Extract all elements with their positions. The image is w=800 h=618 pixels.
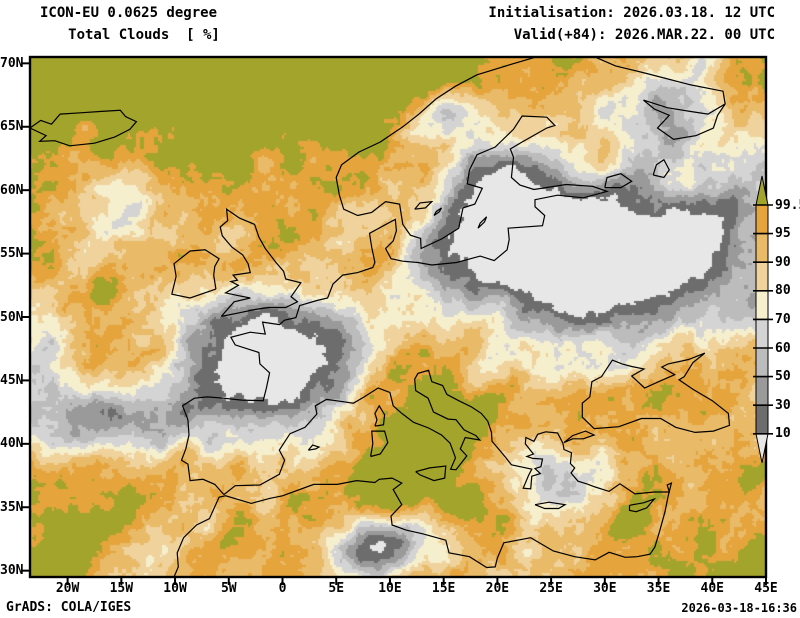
coastlines [30,57,731,577]
colorbar-tick-label: 30 [775,397,791,413]
coastline-path [628,497,657,513]
coastline-path [433,207,443,216]
colorbar-tick-label: 99.5 [775,197,800,213]
lon-tick-label: 5W [220,581,237,596]
coastline-path [171,249,220,299]
colorbar-segment [755,233,769,263]
valid-title: Valid(+84): 2026.MAR.22. 00 UTC [513,27,775,43]
lat-tick-label: 40N [0,436,24,452]
coastline-path [477,216,488,229]
colorbar [753,175,773,463]
colorbar-tick-label: 10 [775,426,791,442]
lat-tick-label: 35N [0,499,24,515]
coastline-path [173,369,673,577]
colorbar-tick-label: 90 [775,254,791,270]
coastline-path [219,207,302,317]
model-title: ICON-EU 0.0625 degree [40,5,218,21]
lat-tick-label: 70N [0,55,24,71]
coastline-path [415,465,447,482]
cloud-cover-raster [30,57,766,577]
coastline-path [370,430,389,458]
lat-tick-label: 60N [0,182,24,198]
coastline-path [652,158,671,179]
colorbar-tick-label: 95 [775,226,791,242]
colorbar-segment [755,347,769,378]
variable-title: Total Clouds [ %] [68,27,220,43]
lon-tick-label: 40E [700,581,724,596]
coastline-path [30,109,138,147]
lon-tick-label: 45E [754,581,778,596]
creation-timestamp: 2026-03-18-16:36 [681,601,797,615]
colorbar-segment [755,261,769,292]
coastline-path [593,57,726,141]
lon-tick-label: 35E [646,581,671,596]
lon-tick-label: 0 [278,581,287,596]
lon-tick-label: 25E [539,581,563,596]
coastline-path [374,404,386,427]
grads-credit: GrADS: COLA/IGES [6,600,132,615]
coastline-path [604,173,633,189]
coastline-path [534,501,567,510]
lat-tick-label: 50N [0,309,24,325]
coastline-path [414,200,434,210]
colorbar-segment [755,376,769,406]
colorbar-tick-label: 50 [775,369,791,385]
colorbar-segment [755,404,769,435]
lon-tick-label: 15E [431,581,456,596]
lat-tick-label: 65N [0,119,24,135]
lon-tick-label: 20W [55,581,80,596]
lat-tick-label: 55N [0,246,24,262]
colorbar-tick-label: 60 [775,340,791,356]
init-title: Initialisation: 2026.03.18. 12 UTC [488,5,775,21]
lat-tick-label: 30N [0,563,24,579]
lon-tick-label: 10E [378,581,402,596]
lon-tick-label: 15W [109,581,134,596]
lon-tick-label: 20E [485,581,510,596]
lat-tick-label: 45N [0,372,24,388]
colorbar-segment [755,204,769,235]
lon-tick-label: 30E [593,581,617,596]
lon-tick-label: 10W [163,581,187,596]
coastline-path [307,444,321,451]
colorbar-tick-label: 70 [775,311,791,327]
colorbar-segment [755,318,769,349]
coastline-path [563,430,596,444]
coastline-path [581,352,731,434]
colorbar-tick-label: 80 [775,283,791,299]
colorbar-segment [755,290,769,320]
coastline-path [180,57,610,495]
lon-tick-label: 5E [328,581,345,596]
